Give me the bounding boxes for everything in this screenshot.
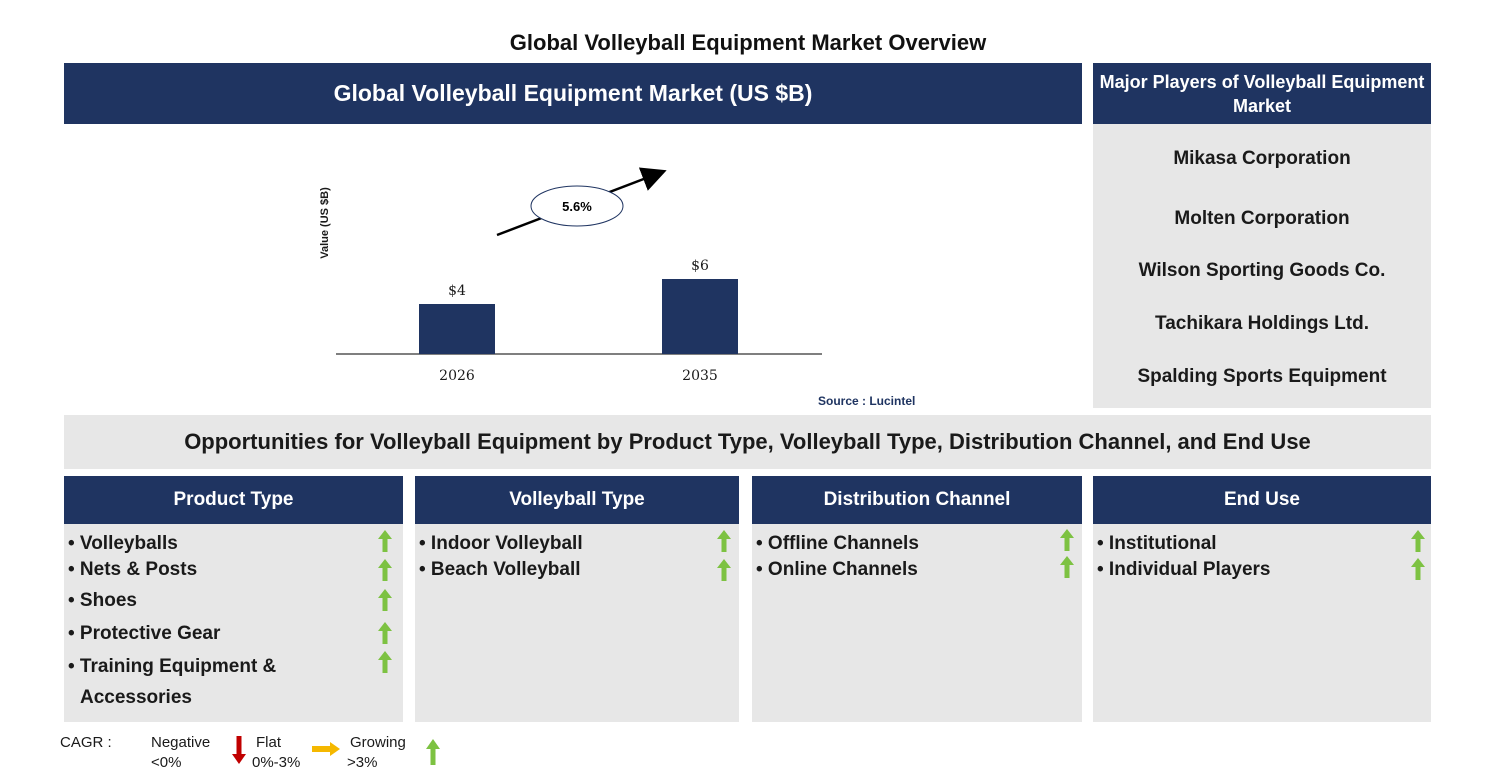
players-list: Mikasa Corporation Molten Corporation Wi… xyxy=(1093,124,1431,408)
cagr-label: 5.6% xyxy=(562,199,592,214)
up-arrow-icon xyxy=(426,739,440,765)
segment-item: • Institutional xyxy=(1097,533,1217,554)
segment-item: • Training Equipment & xyxy=(68,656,277,677)
category-label-2026: 2026 xyxy=(439,368,475,384)
chart-header: Global Volleyball Equipment Market (US $… xyxy=(64,63,1082,124)
up-arrow-icon xyxy=(1060,529,1074,551)
player-item: Tachikara Holdings Ltd. xyxy=(1155,313,1369,334)
segment-item: • Protective Gear xyxy=(68,623,221,644)
player-item: Wilson Sporting Goods Co. xyxy=(1138,260,1386,281)
segment-item: Accessories xyxy=(80,687,192,708)
cagr-bubble xyxy=(530,185,624,227)
segment-item: • Offline Channels xyxy=(756,533,919,554)
players-header: Major Players of Volleyball Equipment Ma… xyxy=(1093,63,1431,124)
player-item: Spalding Sports Equipment xyxy=(1137,366,1387,387)
segment-header-volleyball-type: Volleyball Type xyxy=(415,476,739,524)
legend-flat-range: 0%-3% xyxy=(252,754,301,771)
player-item: Mikasa Corporation xyxy=(1173,148,1351,169)
segment-item: • Volleyballs xyxy=(68,533,178,554)
bar-2035 xyxy=(662,279,738,354)
up-arrow-icon xyxy=(717,559,731,581)
segment-header-product-type: Product Type xyxy=(64,476,403,524)
value-label-2035: $6 xyxy=(691,258,709,274)
category-label-2035: 2035 xyxy=(682,368,718,384)
bar-chart: Value (US $B) $4 $6 2026 2035 5.6% xyxy=(319,167,822,384)
segment-body-distribution-channel: • Offline Channels • Online Channels xyxy=(752,524,1082,722)
down-arrow-icon xyxy=(232,736,246,764)
bar-2026 xyxy=(419,304,495,354)
flat-arrow-icon xyxy=(312,742,340,756)
up-arrow-icon xyxy=(378,589,392,611)
segment-item: • Online Channels xyxy=(756,559,918,580)
segment-item: • Beach Volleyball xyxy=(419,559,581,580)
opportunities-title: Opportunities for Volleyball Equipment b… xyxy=(64,415,1431,469)
segment-item: • Individual Players xyxy=(1097,559,1271,580)
legend-growing-label: Growing xyxy=(350,734,406,751)
legend-flat-label: Flat xyxy=(256,734,282,751)
up-arrow-icon xyxy=(378,530,392,552)
legend-negative-label: Negative xyxy=(151,734,211,751)
segment-body-end-use: • Institutional • Individual Players xyxy=(1093,524,1431,722)
segment-header-end-use: End Use xyxy=(1093,476,1431,524)
page-title: Global Volleyball Equipment Market Overv… xyxy=(509,30,987,55)
cagr-legend: CAGR : Negative <0% Flat 0%-3% Growing >… xyxy=(60,733,480,777)
segment-body-volleyball-type: • Indoor Volleyball • Beach Volleyball xyxy=(415,524,739,722)
legend-cagr-label: CAGR : xyxy=(60,734,112,751)
y-axis-label: Value (US $B) xyxy=(319,187,331,259)
legend-negative-range: <0% xyxy=(151,754,182,771)
segment-header-distribution-channel: Distribution Channel xyxy=(752,476,1082,524)
up-arrow-icon xyxy=(378,622,392,644)
up-arrow-icon xyxy=(1060,556,1074,578)
up-arrow-icon xyxy=(717,530,731,552)
up-arrow-icon xyxy=(378,559,392,581)
segment-item: • Indoor Volleyball xyxy=(419,533,583,554)
up-arrow-icon xyxy=(378,651,392,673)
segment-item: • Nets & Posts xyxy=(68,559,198,580)
segment-item: • Shoes xyxy=(68,590,137,611)
legend-growing-range: >3% xyxy=(347,754,378,771)
player-item: Molten Corporation xyxy=(1174,208,1350,229)
value-label-2026: $4 xyxy=(448,283,466,299)
source-note: Source : Lucintel xyxy=(818,394,916,408)
segment-body-product-type: • Volleyballs • Nets & Posts • Shoes • P… xyxy=(64,524,403,722)
up-arrow-icon xyxy=(1411,530,1425,552)
up-arrow-icon xyxy=(1411,558,1425,580)
